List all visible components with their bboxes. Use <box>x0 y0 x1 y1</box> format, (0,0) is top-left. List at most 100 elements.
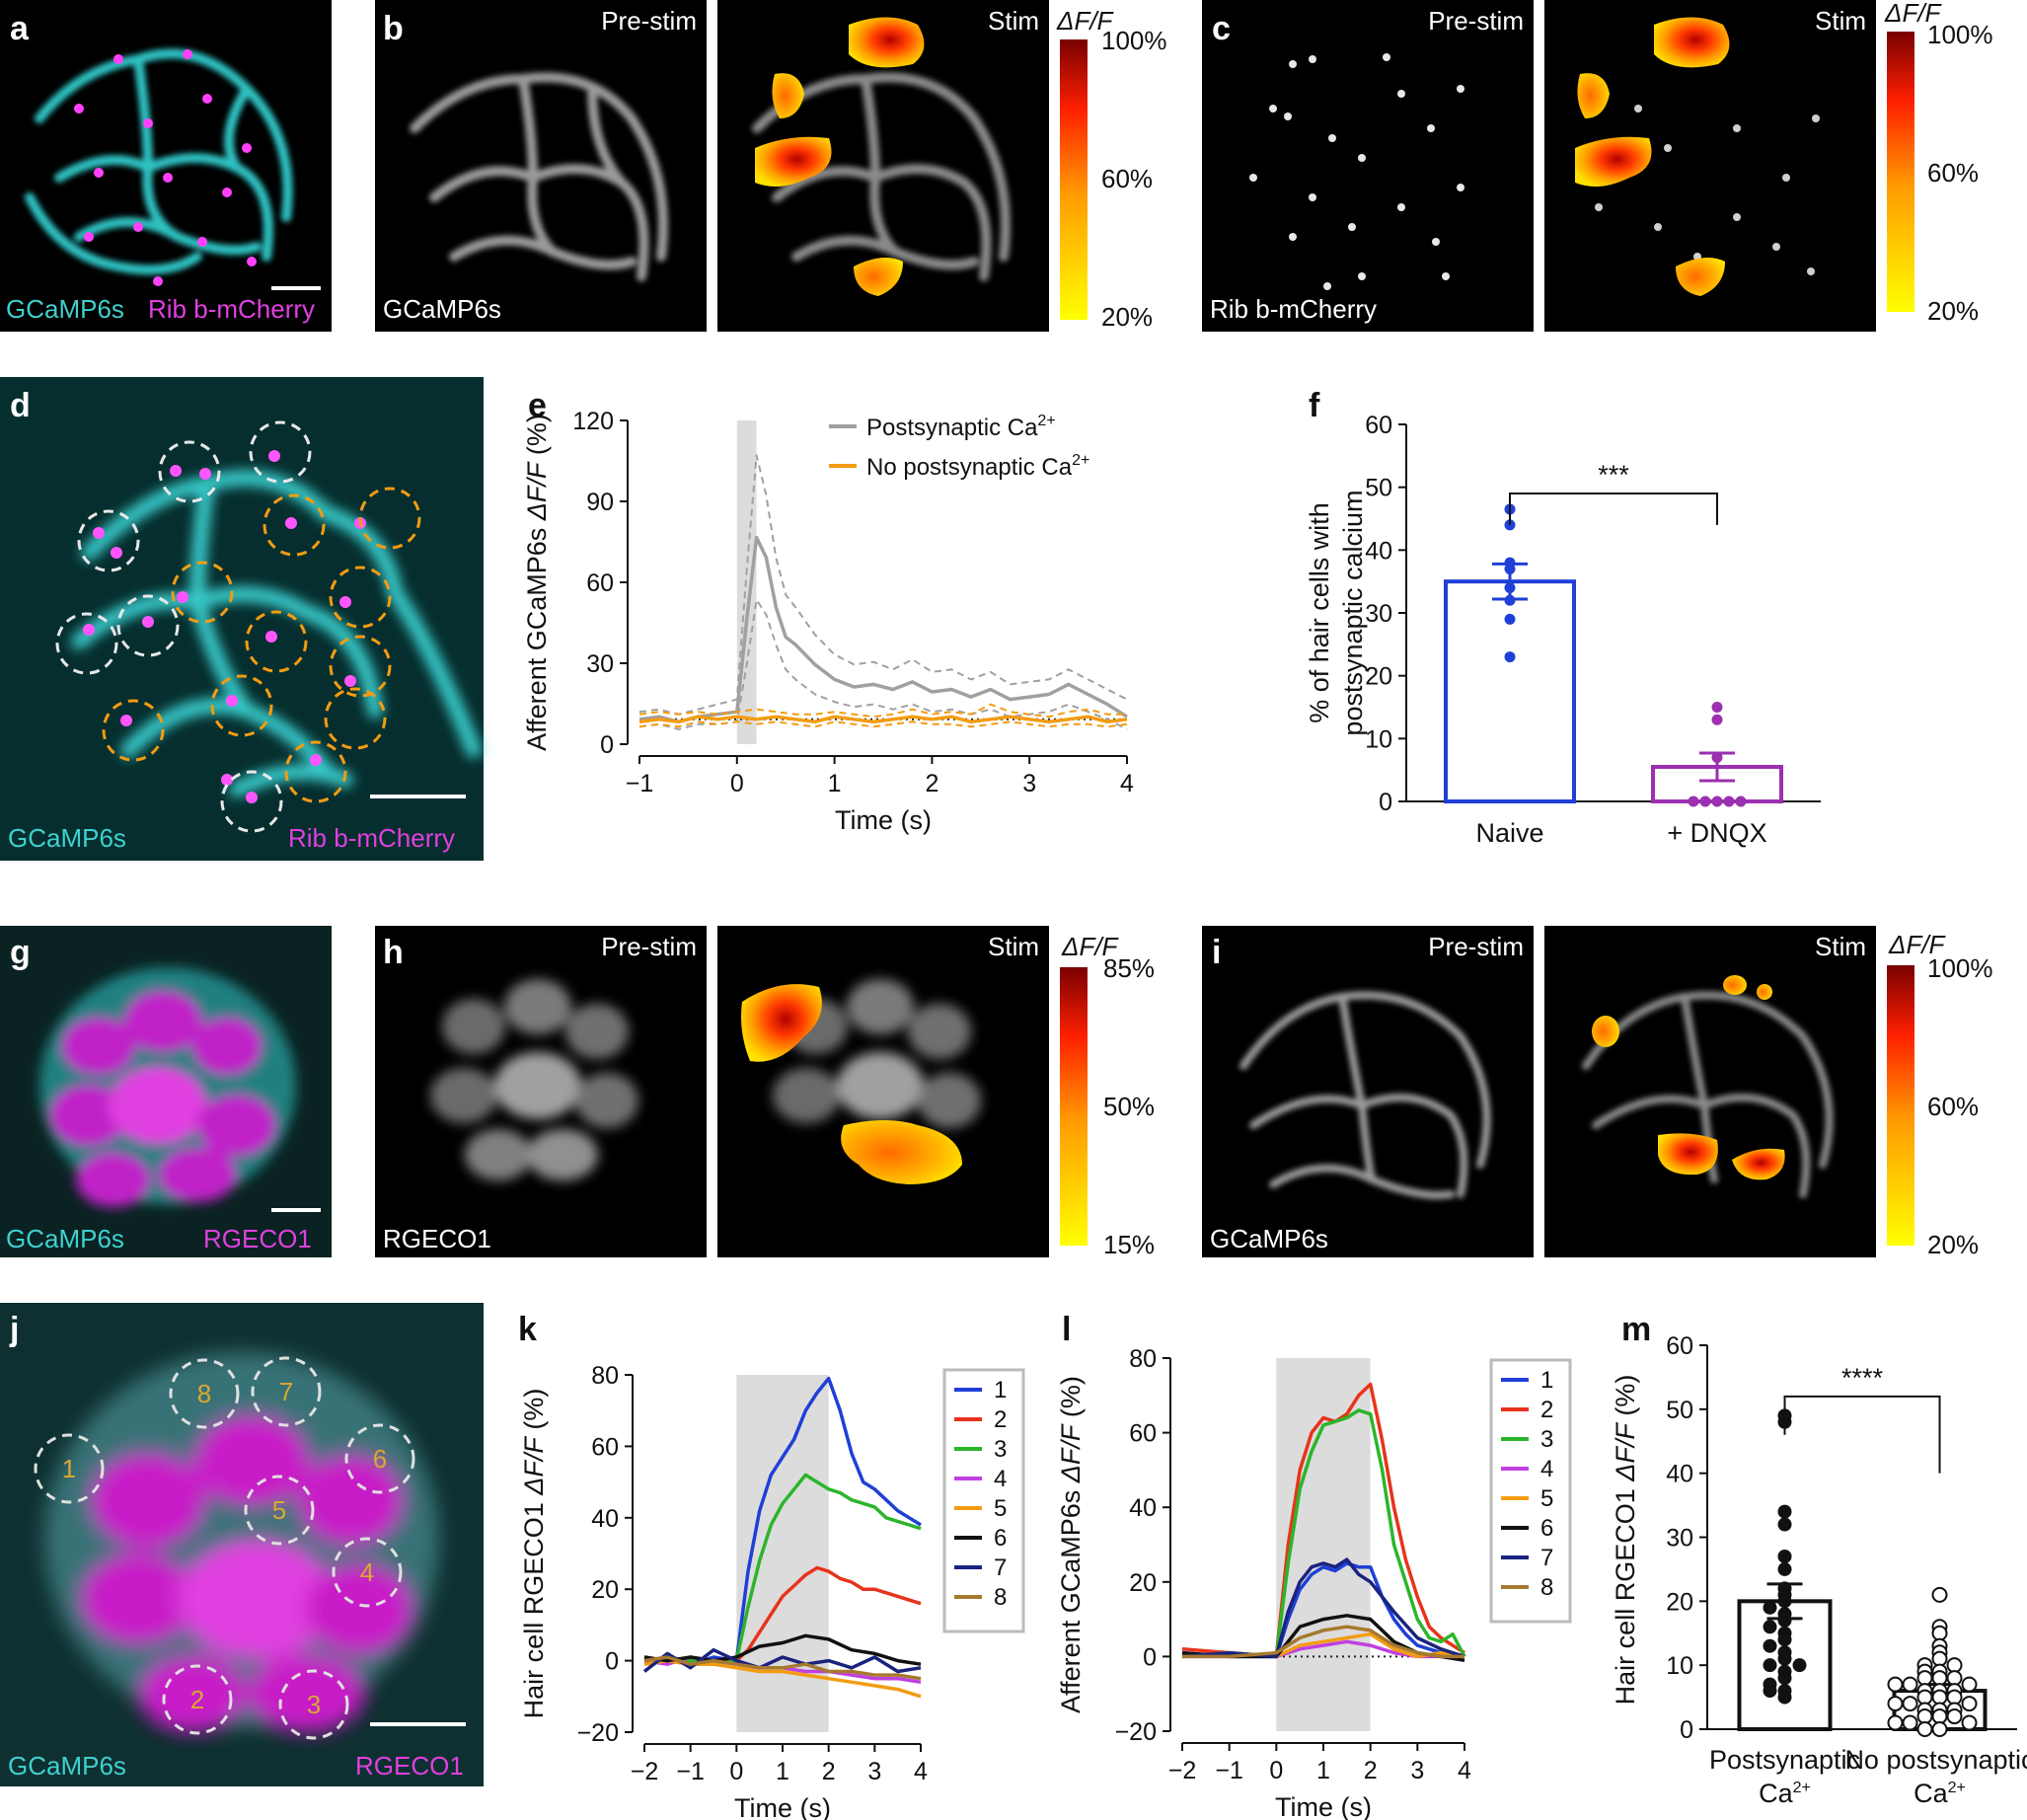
y-tick-label: 120 <box>572 408 614 435</box>
x-tick-label: 3 <box>867 1758 881 1785</box>
series-line-7 <box>642 1647 922 1674</box>
d-label-gcamp: GCaMP6s <box>8 823 126 853</box>
y-axis-label-line1: % of hair cells with <box>1305 502 1334 723</box>
chart-k: −20 0 20 40 60 80 −2 −1 0 1 2 3 4 Time (s) Hair cell R… <box>519 1362 1025 1820</box>
panel-h: h Pre-stim Stim RGECO1 ΔF/F 85% 50% 15% <box>375 926 1155 1259</box>
x-tick-label: −1 <box>626 770 654 797</box>
j-roi <box>169 1358 240 1429</box>
b-cbar-mid: 60% <box>1101 164 1153 193</box>
panel-label-d: d <box>10 387 31 424</box>
i-colorbar <box>1887 965 1914 1246</box>
b-cbar-top: 100% <box>1101 26 1167 55</box>
data-point <box>1777 1613 1792 1628</box>
series-line-7 <box>1181 1557 1465 1659</box>
j-label-gcamp: GCaMP6s <box>8 1751 126 1781</box>
data-point <box>1902 1696 1918 1712</box>
y-axis-label: Hair cell RGECO1 ΔF/F (%) <box>1611 1375 1640 1706</box>
i-cbar-top: 100% <box>1927 953 1993 983</box>
data-point <box>1931 1670 1948 1687</box>
y-tick-label: 60 <box>1365 412 1392 439</box>
panel-m: m 0 10 20 30 40 50 60 Postsynaptic Ca2+ No postsy… <box>1611 1311 2027 1808</box>
data-point <box>1711 796 1723 807</box>
y-tick-label: 50 <box>1365 475 1392 502</box>
data-point <box>1763 1638 1777 1653</box>
data-point <box>1777 1671 1792 1686</box>
d-roi-orange <box>102 699 165 762</box>
d-roi-orange <box>210 674 273 737</box>
y-tick-label: 60 <box>591 1433 619 1461</box>
x-tick-label: 2 <box>925 770 938 797</box>
chart-f: 0 10 20 30 40 50 60 Naive + DNQX % of hair cells … <box>1305 412 1821 848</box>
series-line-postsynaptic-upper-bound <box>638 454 1128 716</box>
j-roi <box>34 1433 105 1504</box>
y-tick-label: 60 <box>1129 1420 1157 1448</box>
x-tick-label: 1 <box>776 1758 789 1785</box>
legend-label: 5 <box>994 1495 1007 1522</box>
data-point <box>1777 1594 1792 1609</box>
data-point <box>1504 563 1516 574</box>
d-roi-orange <box>284 740 347 803</box>
b-hotspots <box>755 17 925 296</box>
h-cbar-top: 85% <box>1103 953 1155 983</box>
j-roi <box>251 1356 322 1427</box>
d-roi-white <box>77 509 140 572</box>
c-stim-label: Stim <box>1815 6 1866 36</box>
h-colorbar <box>1060 967 1088 1246</box>
data-point <box>1777 1561 1792 1576</box>
x-tick-label: 4 <box>914 1758 928 1785</box>
c-cbar-bottom: 20% <box>1927 296 1979 326</box>
legend-label: 1 <box>1540 1367 1553 1394</box>
x-category-label: Ca2+ <box>1914 1779 1966 1808</box>
panel-label-g: g <box>10 934 31 971</box>
data-point <box>1931 1650 1948 1667</box>
data-point <box>1916 1708 1933 1725</box>
series-line-8 <box>1182 1625 1464 1659</box>
legend-box <box>1489 1358 1572 1624</box>
y-tick-label: 60 <box>1666 1332 1693 1360</box>
x-axis-label: Time (s) <box>1275 1792 1372 1820</box>
a-ribbons <box>74 49 257 286</box>
panel-label-j: j <box>9 1311 19 1348</box>
y-tick-label: 50 <box>1666 1397 1693 1424</box>
i-gcamp-label: GCaMP6s <box>1210 1224 1328 1253</box>
e-legend-nopostsyn: No postsynaptic Ca2+ <box>866 452 1089 481</box>
data-point <box>1777 1517 1792 1532</box>
y-tick-label: 40 <box>591 1505 619 1533</box>
data-point <box>1711 751 1723 763</box>
j-roi-numbers: 1 2 3 4 5 6 7 8 <box>62 1377 387 1719</box>
panel-c: c Pre-stim Stim Rib b-mCherry ΔF/F 100% … <box>1202 0 1993 332</box>
j-roi <box>278 1669 349 1740</box>
d-roi-orange <box>329 566 392 629</box>
series-line-postsynaptic-lower-bound <box>638 598 1128 730</box>
y-tick-label: 80 <box>1129 1345 1157 1373</box>
data-point <box>1777 1504 1792 1519</box>
y-tick-label: 10 <box>1365 725 1392 753</box>
series-line-3 <box>1181 1408 1466 1659</box>
c-stim-puncta <box>1595 105 1820 275</box>
series-line-no-postsynaptic-ca2+ <box>638 715 1128 724</box>
x-axis-label: Time (s) <box>734 1793 831 1820</box>
y-axis-label: Afferent GCaMP6s ΔF/F (%) <box>1056 1376 1086 1713</box>
panel-l: l −20 0 20 40 60 80 −2 −1 0 1 2 3 4 Time (s) Afferent … <box>1056 1311 1572 1820</box>
panel-label-e: e <box>528 387 547 424</box>
y-tick-label: 30 <box>1666 1525 1693 1553</box>
data-point <box>1763 1658 1777 1673</box>
c-pre-puncta <box>1249 53 1464 290</box>
g-label-rgeco: RGECO1 <box>203 1224 312 1253</box>
y-axis-label: Afferent GCaMP6s ΔF/F (%) <box>522 414 552 751</box>
b-prestim-label: Pre-stim <box>601 6 697 36</box>
j-roi <box>162 1664 233 1735</box>
x-tick-label: 3 <box>1022 770 1036 797</box>
panel-label-b: b <box>383 10 404 47</box>
legend-label: 6 <box>1540 1515 1553 1542</box>
g-cells <box>39 967 296 1207</box>
legend-label: 4 <box>1540 1456 1553 1482</box>
c-hotspots <box>1575 17 1730 296</box>
h-stim-label: Stim <box>988 932 1039 961</box>
x-tick-label: 2 <box>822 1758 836 1785</box>
y-tick-label: 0 <box>605 1648 619 1676</box>
c-colorbar <box>1887 32 1914 312</box>
y-tick-label: 80 <box>591 1362 619 1390</box>
d-roi-white <box>249 420 312 484</box>
a-label-gcamp: GCaMP6s <box>6 294 124 324</box>
